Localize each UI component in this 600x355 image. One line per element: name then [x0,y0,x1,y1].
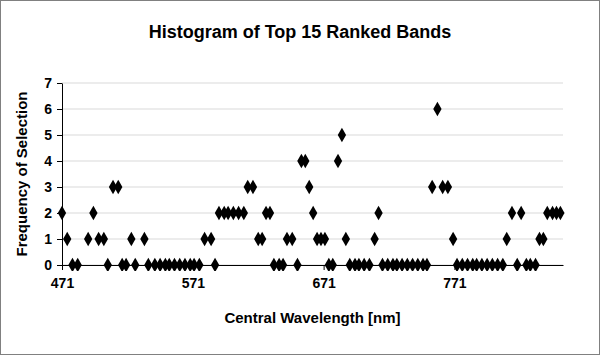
point [508,206,516,220]
point [100,232,108,246]
tick-label: 1 [44,231,52,247]
point [279,258,287,271]
tick-label: 3 [44,179,52,195]
point [423,258,431,271]
tick-label: 771 [443,275,467,291]
grid-line [62,109,563,110]
point [305,180,313,194]
point [342,232,350,246]
y-axis: 0 1 2 3 4 5 6 7 [44,75,62,273]
chart-frame [1,1,600,355]
tick: 3 [44,179,62,195]
point [499,258,507,271]
tick-mark [62,265,63,270]
point [195,258,203,271]
plot: 471 571 671 771 0 1 2 3 4 5 6 7 [44,75,564,291]
point [207,232,215,246]
chart: 471 571 671 771 0 1 2 3 4 5 6 7 Histogram of Top 15 … [0,0,600,355]
point [449,232,457,246]
tick: 1 [44,231,62,247]
point [374,206,382,220]
tick-mark [57,109,62,110]
grid [62,83,563,265]
grid-line [62,83,563,84]
points [58,102,565,271]
tick-label: 571 [182,275,206,291]
x-axis-title: Central Wavelength [nm] [224,309,400,326]
point [433,102,441,116]
tick: 6 [44,101,62,117]
point [127,232,135,246]
point [84,232,92,246]
tick-label: 7 [44,75,52,91]
point [288,232,296,246]
point [338,128,346,142]
point [556,206,564,220]
point [89,206,97,220]
point [301,154,309,168]
point [539,232,547,246]
point [329,258,337,271]
point [531,258,539,271]
tick-label: 671 [312,275,336,291]
point [334,154,342,168]
point [74,258,82,271]
point [140,232,148,246]
point [503,232,511,246]
tick-mark [57,135,62,136]
point [63,232,71,246]
grid-line [62,161,563,162]
tick: 4 [44,153,62,169]
point [104,258,112,271]
point [249,180,257,194]
axis-line [62,84,63,266]
point [122,258,130,271]
tick: 7 [44,75,62,91]
point [293,258,301,271]
point [211,258,219,271]
tick-mark [57,239,62,240]
tick-label: 6 [44,101,52,117]
tick-label: 2 [44,205,52,221]
point [444,180,452,194]
point [58,206,66,220]
point [365,258,373,271]
tick: 5 [44,127,62,143]
point [309,206,317,220]
point [240,206,248,220]
point [513,258,521,271]
tick-mark [57,265,62,266]
point [370,232,378,246]
point [258,232,266,246]
point [428,180,436,194]
tick-label: 5 [44,127,52,143]
point [321,232,329,246]
grid-line [62,239,563,240]
point [266,206,274,220]
tick: 0 [44,257,62,273]
y-axis-title: Frequency of Selection [13,91,30,256]
point [114,180,122,194]
grid-line [62,135,563,136]
tick-mark [324,265,325,270]
point [131,258,139,271]
tick-mark [57,83,62,84]
tick-label: 4 [44,153,52,169]
title: Histogram of Top 15 Ranked Bands [149,22,452,42]
tick-mark [57,161,62,162]
tick-mark [57,187,62,188]
point [517,206,525,220]
tick-label: 471 [51,275,75,291]
tick-label: 0 [44,257,52,273]
